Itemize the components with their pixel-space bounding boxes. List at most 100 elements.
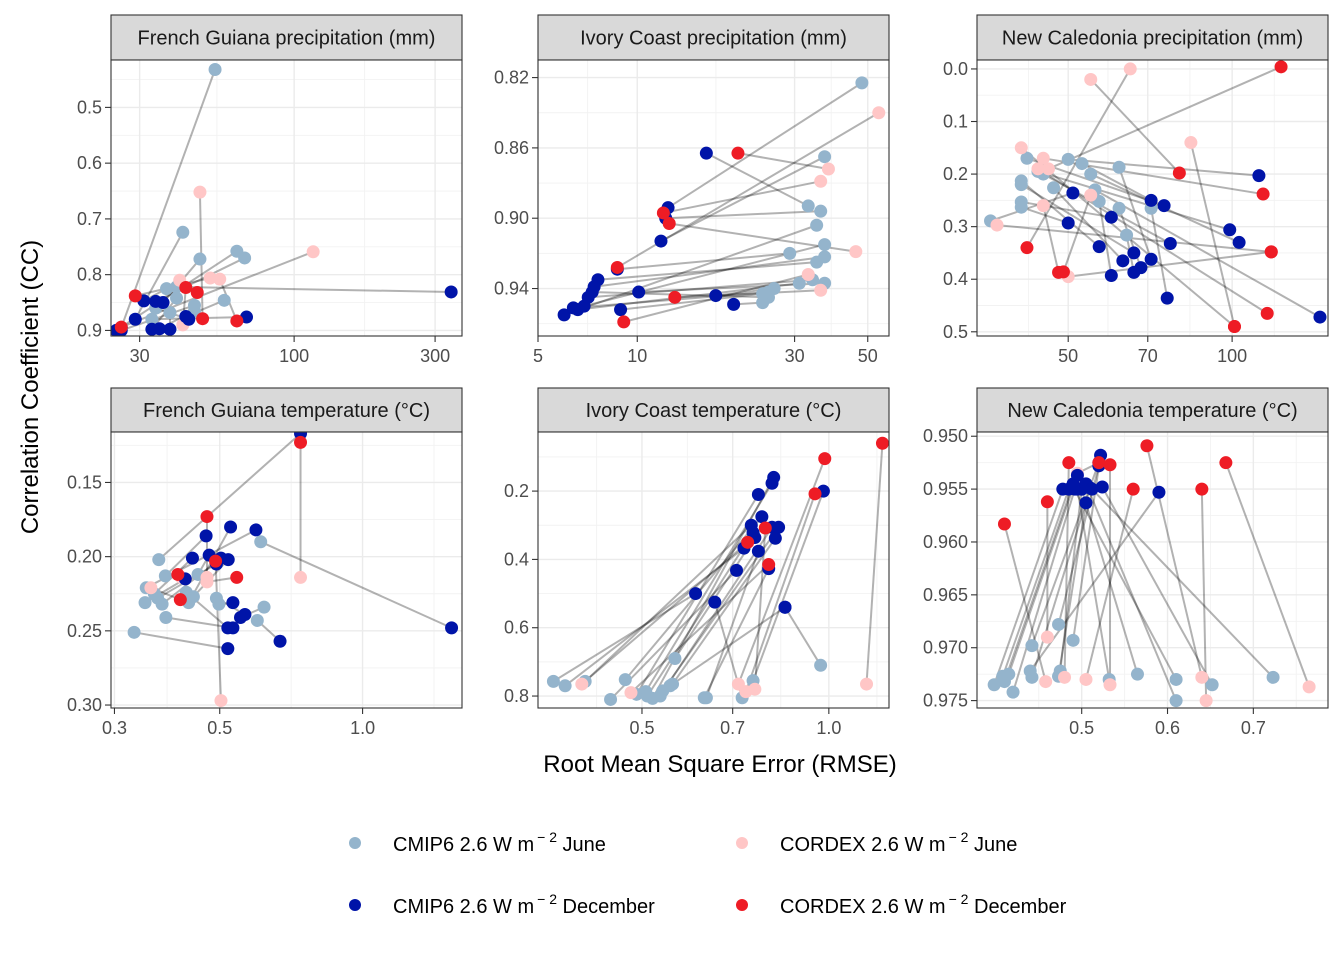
point-cordex-december [1172, 166, 1186, 180]
y-tick-label: 0.0 [943, 59, 968, 79]
point-cordex-june [200, 575, 214, 589]
point-cordex-december [818, 452, 832, 466]
point-cordex-june [306, 245, 320, 259]
point-cordex-december [1264, 245, 1278, 259]
point-cmip6-june [546, 674, 560, 688]
point-cmip6-june [250, 613, 264, 627]
y-tick-label: 0.975 [923, 691, 968, 711]
pair-connector-line [1101, 486, 1214, 686]
pair-connector-line [1057, 502, 1087, 677]
point-cordex-june [1031, 162, 1045, 176]
facet-title: French Guiana precipitation (mm) [138, 28, 436, 50]
point-cmip6-june [1014, 195, 1028, 209]
point-cordex-december [128, 289, 142, 303]
point-cordex-december [1256, 187, 1270, 201]
point-cordex-december [1062, 456, 1076, 470]
panel-background [111, 432, 462, 708]
point-cmip6-december [632, 285, 646, 299]
point-cordex-june [1195, 670, 1209, 684]
point-cmip6-december [1152, 485, 1166, 499]
point-cmip6-june [159, 610, 173, 624]
point-cordex-december [662, 216, 676, 230]
point-cmip6-december [273, 634, 287, 648]
point-cmip6-june [818, 150, 832, 164]
panel-border [537, 431, 890, 709]
legend-label: CORDEX 2.6 W m − 2 December [780, 891, 1067, 918]
y-tick-label: 0.955 [923, 479, 968, 499]
point-cordex-december [762, 558, 776, 572]
point-cmip6-june [138, 596, 152, 610]
legend-item-cmip6-june: CMIP6 2.6 W m − 2 June [349, 829, 606, 856]
point-cordex-june [1041, 162, 1055, 176]
point-cordex-december [1126, 482, 1140, 496]
pair-connector-line [187, 526, 232, 604]
points [984, 60, 1327, 334]
x-tick-label: 0.6 [1155, 718, 1180, 738]
point-cmip6-june [663, 679, 677, 693]
y-tick-label: 0.5 [77, 97, 102, 117]
x-tick-label: 0.5 [1069, 718, 1094, 738]
point-cmip6-june [1120, 228, 1134, 242]
point-cmip6-june [1025, 639, 1039, 653]
pair-connector-line [1062, 194, 1092, 273]
pair-connector-line [584, 524, 752, 683]
point-cordex-december [294, 435, 308, 449]
point-cordex-december [668, 290, 682, 304]
point-cmip6-june [1020, 151, 1034, 165]
pair-connector-line [671, 537, 777, 685]
point-cordex-june [1199, 694, 1213, 708]
pair-connector-line [1030, 487, 1092, 678]
pair-connector-line [663, 180, 821, 214]
y-tick-label: 0.970 [923, 638, 968, 658]
panel-background [111, 60, 462, 336]
point-cordex-june [814, 174, 828, 188]
x-tick-label: 1.0 [350, 718, 375, 738]
point-cordex-june [801, 267, 815, 281]
x-tick-label: 0.7 [1241, 718, 1266, 738]
y-tick-label: 0.20 [67, 547, 102, 567]
points [546, 436, 889, 706]
point-cordex-december [1040, 495, 1054, 509]
point-cordex-june [814, 283, 828, 297]
facet-title: New Caledonia temperature (°C) [1007, 400, 1297, 422]
pair-connector-line [1037, 170, 1231, 231]
panel-border [976, 431, 1329, 709]
point-cmip6-june [801, 199, 815, 213]
point-cmip6-december [1144, 193, 1158, 207]
point-cmip6-june [1014, 174, 1028, 188]
point-cordex-december [190, 286, 204, 300]
pair-connector-line [659, 526, 773, 697]
pair-connector-line [990, 192, 1074, 222]
point-cmip6-december [768, 531, 782, 545]
point-cmip6-december [128, 312, 142, 326]
point-cordex-december [617, 315, 631, 329]
panel-1: French Guiana precipitation (mm) 30 100 300… [77, 14, 463, 366]
pair-connector-line [1003, 483, 1075, 682]
pair-connector-line [133, 631, 228, 650]
pair-connector-line [1200, 489, 1208, 701]
points [111, 62, 458, 336]
point-cmip6-june [1169, 672, 1183, 686]
pair-connector-line [1091, 488, 1274, 679]
pair-connector-line [176, 285, 452, 293]
y-axis-title: Correlation Coefficient (CC) [17, 240, 44, 534]
y-tick-label: 0.90 [494, 208, 529, 228]
point-cordex-june [1058, 670, 1072, 684]
pair-connector-line [1145, 445, 1203, 678]
pair-connector-line [784, 606, 822, 666]
point-cmip6-december [185, 551, 199, 565]
panel-border [110, 431, 463, 709]
y-tick-label: 0.2 [943, 164, 968, 184]
panel-border [976, 59, 1329, 337]
point-cordex-december [200, 510, 214, 524]
point-cmip6-december [614, 303, 628, 317]
point-cordex-december [196, 312, 210, 326]
point-cordex-december [230, 314, 244, 328]
pair-connector-line [1090, 78, 1181, 174]
point-cmip6-june [756, 296, 770, 310]
legend-label: CORDEX 2.6 W m − 2 June [780, 829, 1017, 856]
point-cordex-december [1227, 320, 1241, 334]
point-cmip6-june [152, 553, 166, 567]
point-cordex-june [872, 106, 886, 120]
